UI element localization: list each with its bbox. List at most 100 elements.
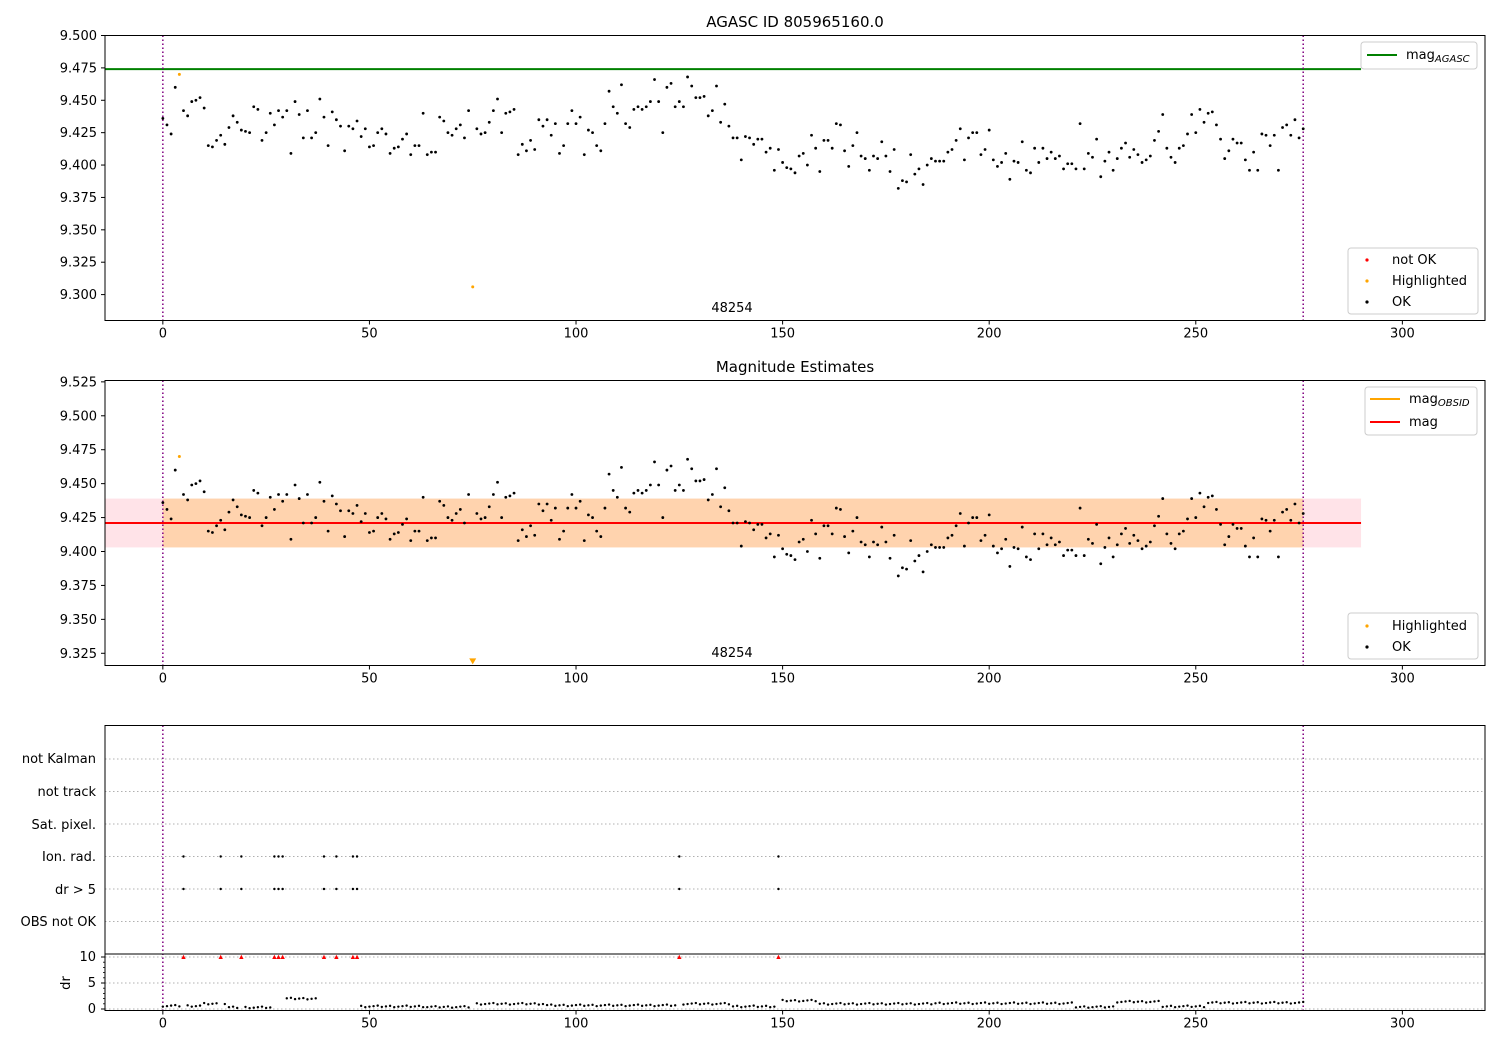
dr-point — [1054, 1001, 1057, 1004]
data-point — [1165, 532, 1169, 536]
data-point — [487, 120, 491, 124]
data-point — [1210, 494, 1214, 498]
y-tick-label: 9.325 — [60, 256, 97, 271]
data-point — [194, 98, 198, 102]
dr-point — [388, 1004, 392, 1008]
data-point — [673, 105, 677, 109]
data-point — [979, 153, 983, 157]
data-point — [405, 132, 409, 136]
data-point — [1136, 153, 1140, 157]
data-point — [380, 127, 384, 131]
data-point — [805, 550, 809, 553]
dr-point — [1260, 1002, 1264, 1005]
dr-point — [1268, 1001, 1272, 1004]
legend-label: Highlighted — [1392, 274, 1467, 289]
data-point — [921, 183, 925, 186]
dr-point — [446, 1005, 450, 1008]
data-point — [1111, 168, 1115, 172]
data-point — [876, 543, 880, 547]
dr-point — [888, 1002, 892, 1006]
y-tick-label: 9.500 — [60, 29, 97, 44]
dr-point — [1120, 1000, 1123, 1004]
data-point — [541, 509, 545, 513]
data-point — [211, 145, 214, 149]
dr-point — [1025, 1001, 1028, 1004]
data-point — [475, 127, 479, 131]
dr-point — [628, 1004, 631, 1007]
flag-point — [281, 887, 284, 891]
data-point — [913, 172, 917, 176]
dr-point — [942, 1002, 945, 1006]
dr-point — [1215, 1000, 1218, 1004]
data-point — [368, 145, 371, 149]
data-point — [1169, 541, 1173, 545]
data-point — [1103, 546, 1107, 549]
y-tick-label: 9.400 — [60, 159, 97, 174]
dr-point — [545, 1003, 549, 1007]
data-point — [1140, 547, 1144, 551]
data-point — [1062, 167, 1065, 171]
data-point — [591, 516, 594, 519]
panel-agasc-magnitude: AGASC ID 805965160.0 48254 0 50 100 150 200 2… — [60, 13, 1486, 342]
data-point — [929, 543, 933, 547]
data-point — [710, 493, 714, 496]
data-point — [628, 126, 632, 129]
data-point — [1256, 168, 1260, 172]
data-point — [1272, 133, 1276, 137]
data-point — [1029, 558, 1032, 562]
data-point — [206, 529, 210, 533]
data-point — [615, 495, 619, 499]
data-point — [653, 460, 656, 464]
dr-point — [1099, 1004, 1102, 1008]
y-tick-label: 10 — [79, 950, 96, 965]
data-point — [1066, 162, 1070, 166]
dr-point — [735, 1004, 739, 1008]
data-point — [723, 102, 727, 106]
data-point — [504, 495, 508, 499]
x-tick-label: 50 — [361, 1017, 378, 1032]
data-point — [739, 158, 743, 162]
data-point — [847, 164, 851, 168]
data-point — [566, 506, 570, 510]
data-point — [669, 82, 673, 85]
data-point — [1045, 157, 1049, 160]
data-point — [1272, 518, 1276, 522]
data-point — [553, 506, 557, 510]
plot-area — [105, 380, 1362, 666]
data-point — [1281, 126, 1284, 129]
data-point — [682, 489, 685, 492]
data-point — [735, 136, 739, 140]
highlighted-point-clipped — [469, 658, 477, 665]
data-point — [888, 170, 892, 173]
data-point — [1169, 155, 1173, 159]
data-point — [355, 503, 359, 507]
dr-point — [248, 1007, 251, 1010]
plot-area — [101, 725, 1485, 1011]
data-point — [719, 120, 723, 124]
dr-clipped-point — [276, 954, 281, 959]
data-point — [859, 154, 863, 158]
flag-point — [182, 887, 185, 891]
dr-point — [525, 1003, 528, 1006]
x-tick-label: 300 — [1390, 672, 1415, 687]
dr-point — [1021, 1002, 1024, 1005]
flag-point — [273, 855, 276, 858]
data-point — [334, 118, 338, 122]
data-point — [1099, 175, 1103, 179]
data-point — [1194, 516, 1198, 519]
dr-point — [859, 1002, 863, 1006]
dr-point — [430, 1005, 433, 1008]
data-point — [1165, 146, 1169, 150]
legend-swatch-dot — [1365, 645, 1369, 649]
data-point — [1268, 144, 1272, 148]
dr-point — [1091, 1005, 1094, 1009]
data-point — [1243, 544, 1247, 548]
dr-point — [1289, 1002, 1293, 1005]
flag-label: not track — [37, 785, 96, 800]
dr-point — [1302, 1000, 1305, 1004]
data-point — [194, 482, 198, 486]
dr-point — [211, 1002, 214, 1005]
data-point — [1248, 555, 1251, 559]
dr-point — [971, 1002, 974, 1006]
legend-label: magAGASC — [1406, 48, 1470, 65]
